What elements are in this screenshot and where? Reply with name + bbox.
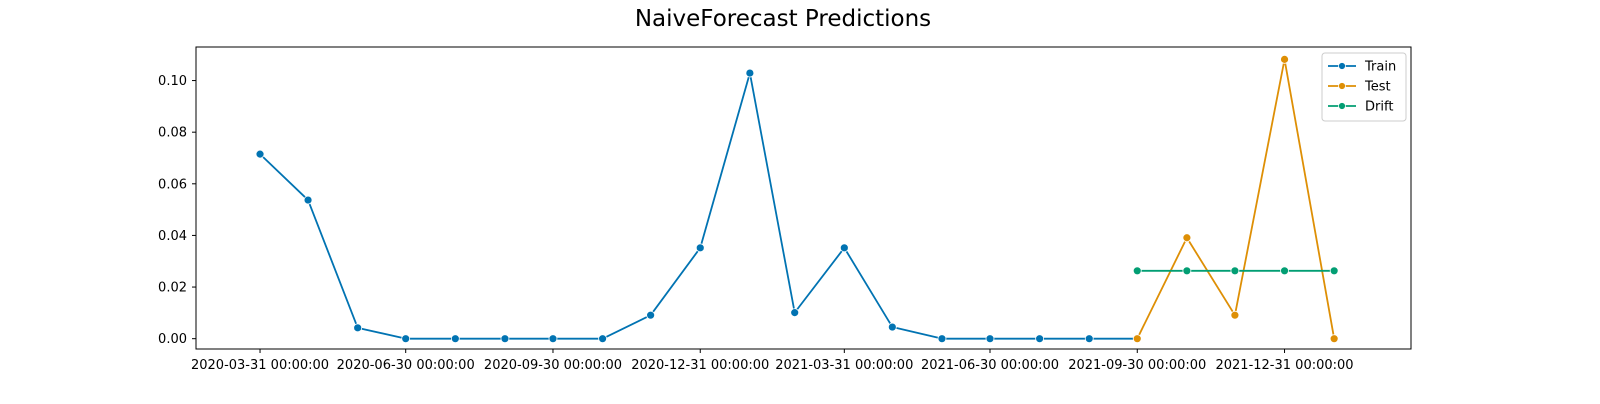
series-line-train xyxy=(259,72,1138,340)
x-tick-label: 2020-12-31 00:00:00 xyxy=(631,358,769,373)
x-axis: 2020-03-31 00:00:00 2020-06-30 00:00:00 20… xyxy=(191,349,1354,373)
legend-marker-drift xyxy=(1338,102,1346,110)
legend-item-drift[interactable]: Drift xyxy=(1328,100,1393,115)
series-train xyxy=(255,68,1142,344)
data-point-train[interactable] xyxy=(745,68,755,78)
data-point-train[interactable] xyxy=(401,334,411,344)
x-tick-label: 2020-06-30 00:00:00 xyxy=(337,358,475,373)
data-point-test[interactable] xyxy=(1280,54,1289,64)
x-tick-label: 2020-09-30 00:00:00 xyxy=(484,358,622,373)
data-point-drift[interactable] xyxy=(1230,266,1240,276)
data-point-drift[interactable] xyxy=(1280,266,1289,276)
x-tick-label: 2021-03-31 00:00:00 xyxy=(775,358,913,373)
y-tick-label: 0.06 xyxy=(158,177,187,192)
y-tick-label: 0.10 xyxy=(158,74,187,89)
data-point-train[interactable] xyxy=(500,334,510,344)
data-point-test[interactable] xyxy=(1182,233,1192,243)
x-tick-label: 2021-06-30 00:00:00 xyxy=(921,358,1059,373)
data-point-train[interactable] xyxy=(1035,334,1045,344)
data-point-train[interactable] xyxy=(790,308,800,318)
y-tick-label: 0.02 xyxy=(158,281,187,296)
legend-item-train[interactable]: Train xyxy=(1328,60,1396,75)
series-drift xyxy=(1132,266,1339,276)
series-layer xyxy=(255,54,1339,344)
plot-area xyxy=(195,46,1412,350)
x-tick-label: 2021-09-30 00:00:00 xyxy=(1068,358,1206,373)
chart-title: NaiveForecast Predictions xyxy=(635,6,931,32)
data-point-train[interactable] xyxy=(353,323,363,333)
data-point-train[interactable] xyxy=(695,243,705,253)
data-point-test[interactable] xyxy=(1329,334,1339,344)
y-axis: 0.00 0.02 0.04 0.06 0.08 0.10 xyxy=(158,74,196,347)
series-line-test xyxy=(1136,58,1336,340)
legend[interactable]: Train Test Drift xyxy=(1321,52,1407,122)
data-point-train[interactable] xyxy=(646,310,656,320)
data-point-train[interactable] xyxy=(548,334,558,344)
legend-label-test: Test xyxy=(1364,80,1391,95)
data-point-train[interactable] xyxy=(985,334,995,344)
plot-frame xyxy=(195,46,1412,350)
data-point-drift[interactable] xyxy=(1182,266,1192,276)
x-tick-label: 2021-12-31 00:00:00 xyxy=(1215,358,1353,373)
legend-label-drift: Drift xyxy=(1365,100,1393,115)
data-point-train[interactable] xyxy=(255,149,265,159)
y-tick-label: 0.00 xyxy=(158,332,187,347)
data-point-train[interactable] xyxy=(887,322,897,332)
data-point-train[interactable] xyxy=(303,195,313,205)
data-point-test[interactable] xyxy=(1230,310,1240,320)
series-test xyxy=(1132,54,1339,344)
legend-label-train: Train xyxy=(1364,60,1396,75)
data-point-train[interactable] xyxy=(839,243,849,253)
y-tick-label: 0.04 xyxy=(158,229,187,244)
data-point-train[interactable] xyxy=(1084,334,1094,344)
data-point-drift[interactable] xyxy=(1132,266,1142,276)
legend-marker-test xyxy=(1338,82,1346,90)
data-point-train[interactable] xyxy=(450,334,460,344)
x-tick-label: 2020-03-31 00:00:00 xyxy=(191,358,329,373)
legend-marker-train xyxy=(1338,62,1346,70)
data-point-train[interactable] xyxy=(598,334,607,344)
data-point-test[interactable] xyxy=(1132,334,1142,344)
data-point-train[interactable] xyxy=(937,334,947,344)
y-tick-label: 0.08 xyxy=(158,126,187,141)
data-point-drift[interactable] xyxy=(1329,266,1339,276)
legend-item-test[interactable]: Test xyxy=(1328,80,1391,95)
